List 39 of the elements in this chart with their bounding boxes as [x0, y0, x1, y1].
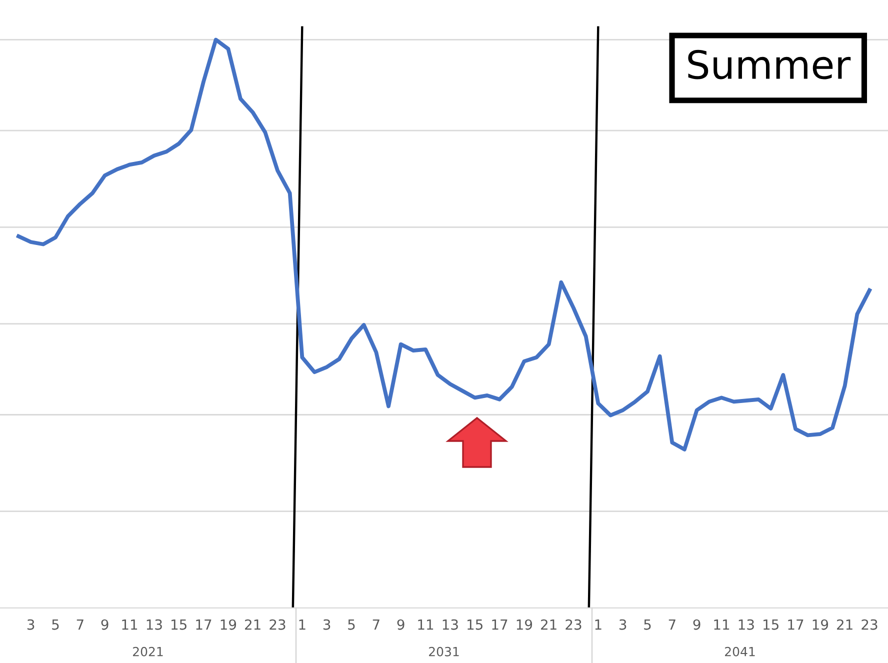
x-tick-label: 11 [714, 620, 730, 630]
x-tick-label: 17 [196, 620, 212, 630]
text: 2041 [725, 646, 755, 656]
x-tick-label: 13 [146, 619, 162, 630]
x-tick-label: 5 [644, 620, 651, 630]
x-tick-label: 9 [693, 619, 700, 630]
x-tick-label: 17 [788, 620, 804, 630]
x-tick-label: 13 [738, 619, 754, 630]
x-tick-label: 21 [837, 619, 852, 630]
x-tick-label: 1 [595, 620, 602, 630]
x-tick-label: 21 [541, 619, 556, 630]
x-tick-label: 5 [348, 620, 355, 630]
x-tick-label: 21 [245, 619, 260, 630]
x-tick-label: 11 [418, 620, 434, 630]
x-tick-label: 13 [442, 619, 458, 630]
x-tick-label: 11 [122, 620, 138, 630]
x-tick-label: 3 [27, 619, 34, 630]
x-tick-label: 1 [299, 620, 306, 630]
x-tick-label: 3 [323, 619, 330, 630]
x-tick-label: 19 [220, 619, 236, 630]
x-tick-label: 7 [372, 620, 380, 630]
x-tick-label: 15 [764, 620, 778, 630]
text: 2031 [429, 646, 459, 656]
annotation: Summer [688, 50, 851, 80]
x-tick-label: 7 [668, 620, 676, 630]
x-tick-label: 9 [101, 619, 108, 630]
x-tick-label: 23 [566, 619, 582, 630]
x-tick-label: 9 [397, 619, 404, 630]
x-tick-label: 23 [862, 619, 878, 630]
x-tick-label: 15 [468, 620, 482, 630]
text: 2021 [133, 646, 163, 656]
x-tick-label: 17 [492, 620, 508, 630]
x-tick-label: 23 [270, 619, 286, 630]
x-tick-label: 19 [516, 619, 532, 630]
x-tick-label: 3 [619, 619, 626, 630]
x-tick-label: 5 [52, 620, 59, 630]
x-tick-label: 19 [812, 619, 828, 630]
x-tick-label: 15 [172, 620, 186, 630]
x-tick-label: 7 [76, 620, 84, 630]
